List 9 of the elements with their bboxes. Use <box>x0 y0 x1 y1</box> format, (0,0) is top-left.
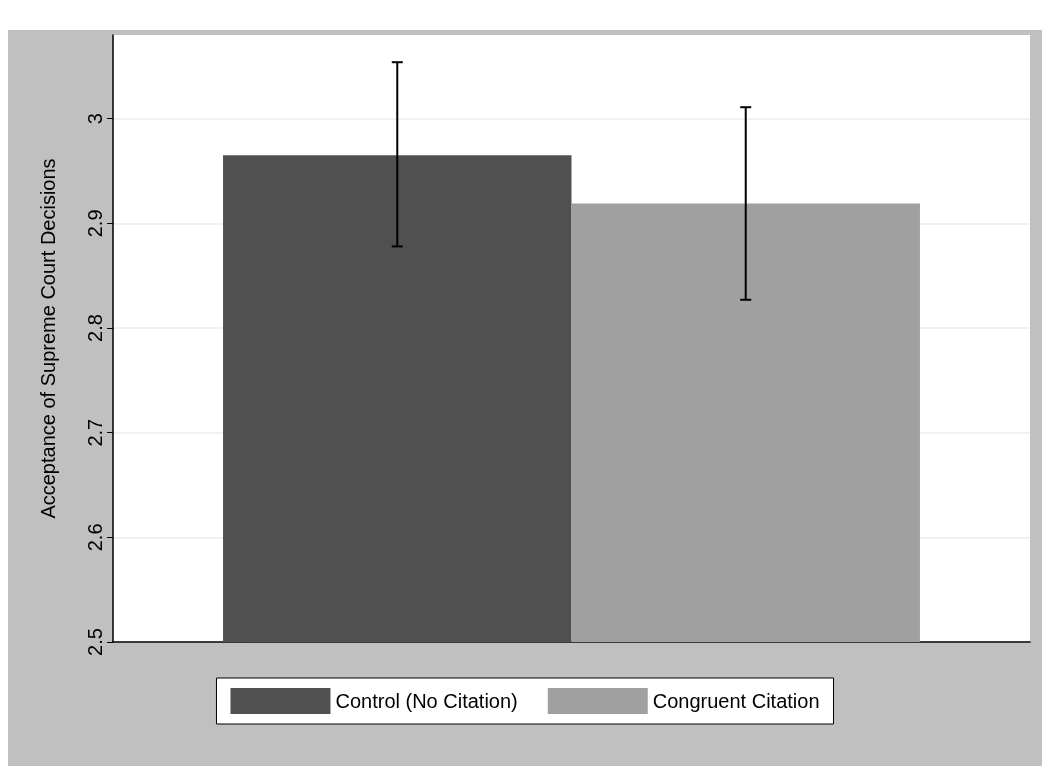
y-tick-label: 2.7 <box>84 418 106 447</box>
y-tick-label: 2.5 <box>84 628 106 656</box>
text: Control (No Citation) <box>335 690 518 712</box>
y-tick-label: 3 <box>84 113 106 125</box>
y-tick-label: 2.8 <box>84 314 106 342</box>
y-axis-title: Acceptance of Supreme Court Decisions <box>37 158 59 519</box>
legend-label: Congruent Citation <box>652 690 820 712</box>
y-tick-label: 2.6 <box>84 523 106 552</box>
y-tick-label: 2.9 <box>84 209 106 238</box>
